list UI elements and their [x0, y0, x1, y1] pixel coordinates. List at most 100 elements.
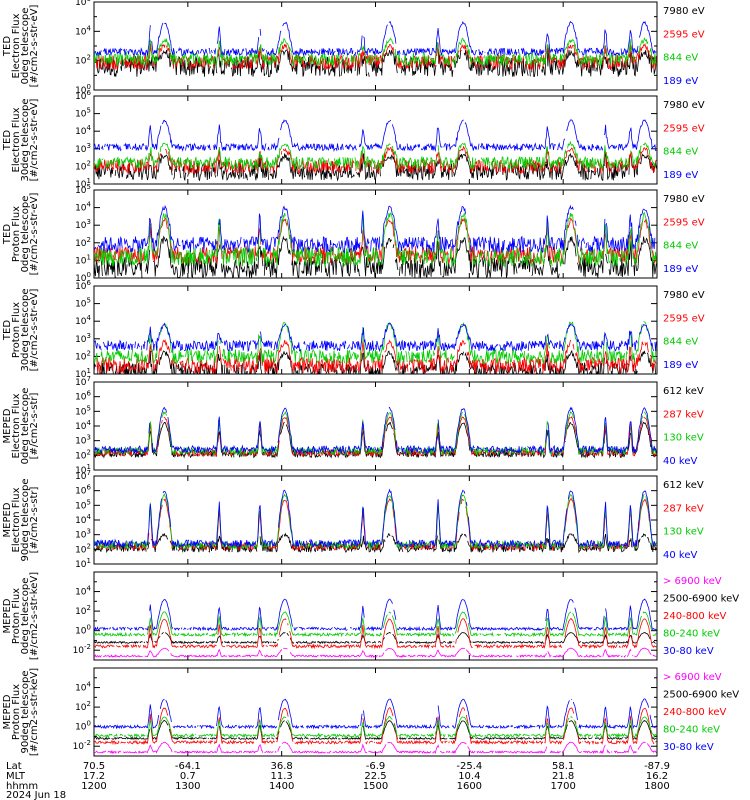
trace-group: [94, 206, 656, 278]
panel-frame: [93, 381, 658, 471]
legend-entry: 2500-6900 keV: [663, 690, 739, 701]
y-tick-label: 102: [75, 604, 91, 617]
time-axis-value: -87.9: [644, 761, 670, 772]
y-axis-label-line: [#/cm2-s-str-eV]: [29, 5, 40, 88]
legend-entry: 80-240 keV: [663, 629, 720, 640]
legend-entry: 189 eV: [663, 264, 698, 275]
legend-entry: > 6900 keV: [663, 672, 722, 683]
y-tick-label: 103: [75, 434, 91, 447]
y-tick-label: 10-2: [73, 643, 91, 656]
time-axis-value: -25.4: [456, 761, 482, 772]
series-trace: [94, 741, 657, 755]
series-trace: [94, 493, 657, 550]
legend-entry: 287 keV: [663, 503, 704, 514]
y-tick-label: 104: [75, 201, 91, 214]
series-trace: [94, 598, 657, 632]
legend-entry: 287 keV: [663, 409, 704, 420]
time-axis-value: 22.5: [364, 771, 386, 782]
legend-entry: 2500-6900 keV: [663, 594, 739, 605]
series-trace: [94, 707, 657, 746]
time-axis-value: 1300: [175, 781, 200, 792]
y-tick-label: 102: [75, 159, 91, 172]
legend-entry: 40 keV: [663, 550, 697, 561]
y-tick-label: 105: [75, 107, 91, 120]
y-axis-label-line: MEPED: [2, 598, 13, 633]
y-axis-label-line: 30deg telescope: [20, 98, 31, 181]
series-trace: [94, 140, 656, 171]
series-trace: [94, 119, 657, 153]
y-tick-label: 100: [75, 720, 91, 733]
legend-entry: 30-80 keV: [663, 742, 714, 753]
time-axis-value: 11.3: [271, 771, 293, 782]
y-axis-label-line: Electron Flux: [11, 13, 22, 78]
series-trace: [94, 416, 657, 458]
time-axis-value: 1600: [457, 781, 482, 792]
series-trace: [94, 322, 657, 353]
legend-entry: 844 eV: [663, 241, 698, 252]
y-axis-label-line: TED: [2, 36, 13, 57]
time-axis-row-label: Lat: [6, 761, 22, 772]
y-tick-label: 103: [75, 528, 91, 541]
time-axis-value: 16.2: [646, 771, 668, 782]
y-axis-label-line: [#/cm2-s-str-keV]: [29, 572, 40, 660]
y-tick-label: 105: [75, 498, 91, 511]
y-axis-label-line: [#/cm2-s-str-eV]: [29, 193, 40, 276]
series-trace: [94, 698, 657, 730]
legend-entry: 189 eV: [663, 360, 698, 371]
y-tick-label: 106: [75, 0, 91, 8]
time-axis-value: 70.5: [83, 761, 105, 772]
series-trace: [94, 611, 657, 638]
y-axis-label-line: 90deg telescope: [20, 478, 31, 561]
y-tick-label: 104: [75, 419, 91, 432]
y-axis-label-line: Electron Flux: [11, 487, 22, 552]
y-tick-label: 102: [75, 448, 91, 461]
time-axis-value: 1700: [550, 781, 575, 792]
y-axis-label-line: Proton Flux: [11, 684, 22, 740]
y-tick-label: 104: [75, 585, 91, 598]
time-axis-value: 36.8: [271, 761, 293, 772]
time-axis-value: 0.7: [180, 771, 196, 782]
legend-entry: > 6900 keV: [663, 576, 722, 587]
trace-group: [94, 119, 657, 182]
series-trace: [94, 719, 657, 741]
series-trace: [94, 617, 657, 650]
y-axis-label-line: MEPED: [2, 694, 13, 729]
trace-group: [94, 20, 657, 78]
y-axis-label-line: 0deg telescope: [20, 8, 31, 85]
y-tick-label: 104: [75, 513, 91, 526]
trace-group: [94, 321, 657, 374]
series-trace: [94, 20, 657, 57]
y-tick-label: 10-2: [73, 739, 91, 752]
legend-entry: 189 eV: [663, 170, 698, 181]
legend-entry: 130 keV: [663, 527, 704, 538]
series-trace: [94, 488, 657, 549]
series-trace: [94, 321, 657, 365]
legend-entry: 80-240 keV: [663, 725, 720, 736]
y-tick-label: 101: [75, 557, 91, 570]
time-axis-value: 1800: [644, 781, 669, 792]
legend-entry: 612 keV: [663, 386, 704, 397]
y-axis-label-line: Proton Flux: [11, 206, 22, 262]
y-tick-label: 102: [75, 54, 91, 67]
time-axis-value: 21.8: [552, 771, 574, 782]
legend-entry: 240-800 keV: [663, 611, 727, 622]
y-tick-label: 104: [75, 24, 91, 37]
y-axis-label-line: TED: [2, 224, 13, 245]
y-tick-label: 104: [75, 124, 91, 137]
y-tick-label: 107: [75, 375, 91, 388]
y-axis-label-line: 0deg telescope: [20, 388, 31, 465]
time-axis-row-label: hhmm: [6, 781, 38, 792]
time-axis-value: 10.4: [458, 771, 480, 782]
legend-entry: 612 keV: [663, 480, 704, 491]
y-tick-label: 105: [75, 183, 91, 196]
y-axis-label-line: MEPED: [2, 502, 13, 537]
y-tick-label: 102: [75, 542, 91, 555]
date-label: 2024 Jun 18: [6, 790, 66, 800]
trace-group: [94, 598, 657, 659]
